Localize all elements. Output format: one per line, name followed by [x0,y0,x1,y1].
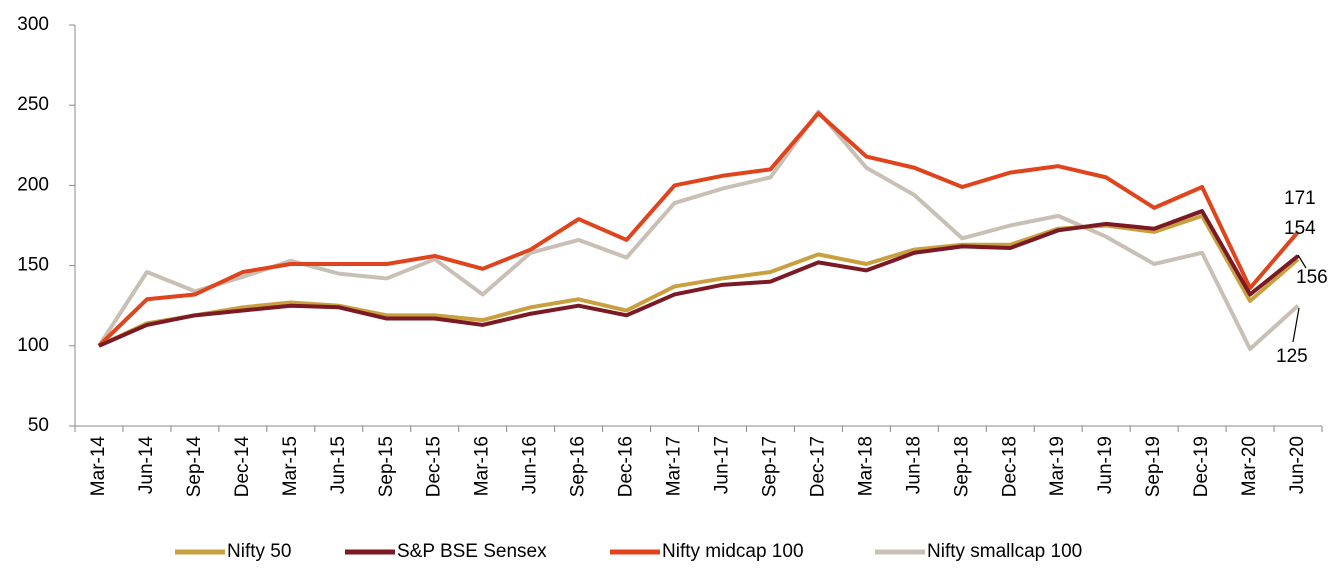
x-tick-label: Sep-19 [1143,436,1164,497]
series-line [98,213,1300,348]
x-tick-label: Sep-16 [568,436,589,497]
leader-line [1292,307,1300,343]
end-label: 125 [1276,346,1308,367]
x-tick-label: Jun-18 [903,436,924,494]
x-tick-label: Dec-17 [807,436,828,497]
x-tick-label: Mar-15 [280,436,301,496]
legend-label: Nifty 50 [227,541,291,562]
x-tick-label: Mar-14 [88,436,109,497]
x-tick-label: Sep-18 [951,436,972,497]
end-label: 154 [1284,218,1316,239]
x-tick-label: Sep-15 [376,436,397,497]
y-tick-label: 100 [17,335,49,356]
x-tick-label: Mar-19 [1047,436,1068,496]
x-tick-label: Sep-17 [759,436,780,497]
x-tick-label: Mar-16 [472,436,493,496]
x-tick-label: Dec-18 [999,436,1020,497]
y-tick-label: 300 [17,14,49,35]
series-line [98,209,1300,348]
y-tick-label: 200 [17,174,49,195]
leader-line [1297,254,1307,269]
x-tick-label: Mar-18 [855,436,876,496]
x-tick-label: Dec-16 [616,436,637,497]
x-tick-label: Dec-15 [424,436,445,497]
series-line [97,111,1300,348]
x-tick-label: Jun-20 [1287,436,1308,494]
y-tick-label: 50 [28,415,49,436]
x-tick-label: Jun-16 [520,436,541,494]
y-tick-label: 250 [17,94,49,115]
x-tick-label: Mar-17 [664,436,685,496]
end-label: 156 [1296,267,1328,288]
end-label: 171 [1284,188,1316,209]
x-tick-label: Jun-19 [1095,436,1116,494]
series-line [97,109,1300,352]
x-tick-label: Dec-19 [1191,436,1212,497]
x-tick-label: Sep-14 [184,436,205,498]
legend-label: S&P BSE Sensex [397,541,547,562]
x-tick-label: Mar-20 [1239,436,1260,496]
y-tick-label: 150 [17,255,49,276]
legend-label: Nifty midcap 100 [662,541,804,562]
x-tick-label: Jun-14 [136,436,157,495]
legend-label: Nifty smallcap 100 [927,541,1082,562]
x-tick-label: Jun-15 [328,436,349,494]
x-tick-label: Jun-17 [711,436,732,494]
x-tick-label: Dec-14 [232,436,253,498]
